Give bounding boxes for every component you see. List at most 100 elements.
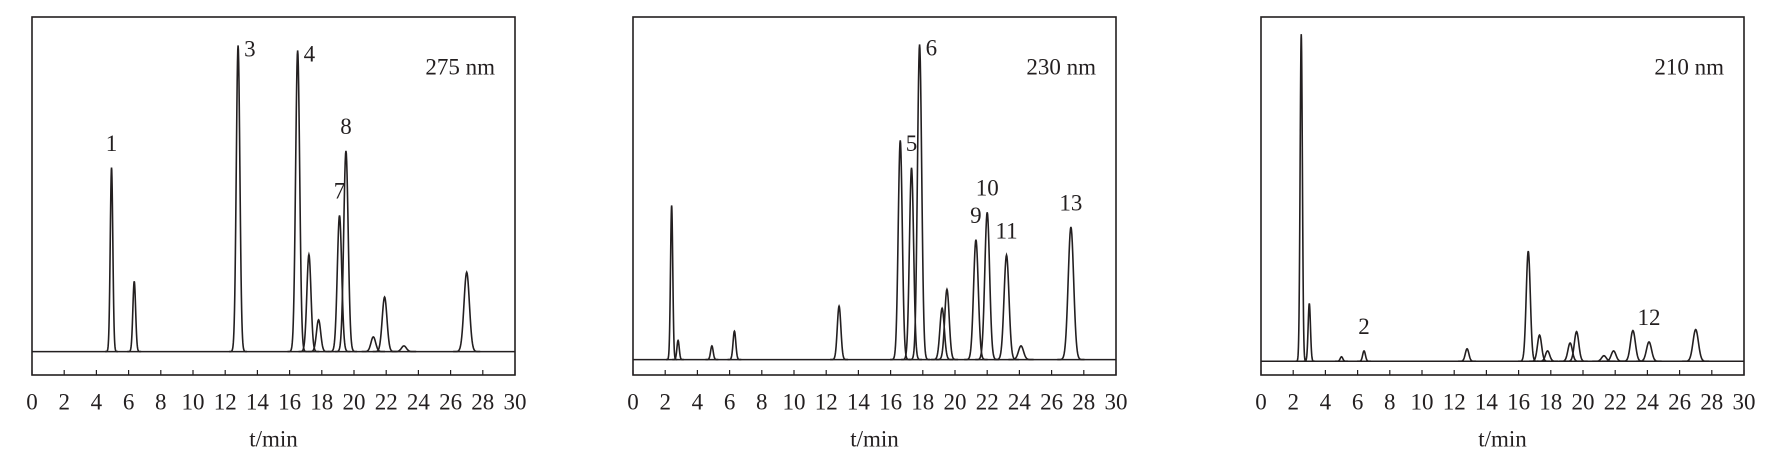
peak [1335,355,1348,363]
peak [328,215,351,353]
plot-frame [31,16,516,376]
peak [705,344,719,361]
x-tick-label: 4 [91,389,103,414]
peak [334,150,358,353]
x-tick-label: 28 [1072,389,1095,414]
x-tick-label: 12 [1443,389,1466,414]
x-tick-label: 2 [1287,389,1299,414]
peak [308,318,330,353]
peak [1682,328,1710,363]
peak-label: 9 [970,203,982,228]
peak [994,252,1019,361]
x-tick-label: 30 [504,389,527,414]
peak [1592,354,1616,363]
peak-label: 5 [906,131,918,156]
x-tick-label: 10 [182,389,205,414]
peak [901,167,922,361]
x-tick-label: 8 [155,389,167,414]
peak-label: 3 [244,37,256,62]
peak [1057,226,1085,361]
x-tick-label: 10 [1411,389,1434,414]
peak [298,251,320,353]
peak [964,239,988,361]
peak-label: 12 [1638,305,1661,330]
peak [1303,303,1316,363]
x-axis-label: t/min [249,426,298,451]
peak [1295,34,1307,363]
peak [453,270,481,353]
peak-label: 2 [1358,314,1370,339]
x-tick-label: 2 [659,389,671,414]
x-tick-label: 12 [214,389,237,414]
peak [1357,349,1371,363]
peak [1559,342,1582,363]
plot-frame [632,16,1117,376]
x-tick-label: 8 [756,389,768,414]
x-tick-label: 0 [26,389,38,414]
peak [1529,333,1550,363]
x-tick-label: 12 [815,389,838,414]
x-tick-label: 6 [123,389,135,414]
x-tick-label: 4 [1320,389,1332,414]
peak [1636,340,1662,363]
wavelength-label: 230 nm [1026,54,1096,79]
peak-label: 1 [106,131,118,156]
peak [931,306,954,361]
peak-label: 6 [926,36,938,61]
x-tick-label: 18 [911,389,934,414]
peak [1537,350,1559,363]
x-tick-label: 26 [439,389,462,414]
x-tick-label: 20 [944,389,967,414]
peak-label: 13 [1059,190,1082,215]
x-tick-label: 28 [1700,389,1723,414]
x-tick-label: 8 [1384,389,1396,414]
x-tick-label: 22 [1604,389,1627,414]
x-tick-label: 24 [407,389,431,414]
peak [391,345,417,353]
peak [361,335,385,353]
peak [1620,329,1646,363]
peak [1458,347,1477,363]
peak [1008,345,1034,361]
x-tick-label: 22 [976,389,999,414]
peak-label: 10 [976,176,999,201]
x-tick-label: 30 [1733,389,1756,414]
x-tick-label: 0 [1255,389,1267,414]
peak-label: 7 [334,179,346,204]
peak-label: 8 [340,114,352,139]
x-tick-label: 20 [343,389,366,414]
x-tick-label: 20 [1572,389,1595,414]
peak [666,205,678,361]
x-tick-label: 14 [246,389,270,414]
x-tick-label: 18 [310,389,333,414]
wavelength-label: 210 nm [1654,54,1724,79]
peak [287,50,308,353]
peak [127,281,142,353]
x-tick-label: 14 [847,389,871,414]
peak [1518,250,1539,363]
x-tick-label: 16 [278,389,301,414]
peak [890,140,911,361]
wavelength-label: 275 nm [425,54,495,79]
x-tick-label: 26 [1040,389,1063,414]
peak [727,329,742,361]
x-tick-label: 10 [783,389,806,414]
x-tick-label: 24 [1008,389,1032,414]
x-tick-label: 6 [724,389,736,414]
x-axis-label: t/min [850,426,899,451]
peak-label: 4 [304,42,316,67]
x-tick-label: 6 [1352,389,1364,414]
x-tick-label: 22 [375,389,398,414]
x-tick-label: 26 [1668,389,1691,414]
x-tick-label: 14 [1475,389,1499,414]
x-tick-label: 16 [879,389,902,414]
peak [105,167,118,353]
x-tick-label: 30 [1105,389,1128,414]
plot-frame [1260,16,1745,376]
peak-label: 11 [995,218,1017,243]
x-tick-label: 4 [692,389,704,414]
x-tick-label: 0 [627,389,639,414]
peak [672,339,684,361]
x-tick-label: 16 [1507,389,1530,414]
